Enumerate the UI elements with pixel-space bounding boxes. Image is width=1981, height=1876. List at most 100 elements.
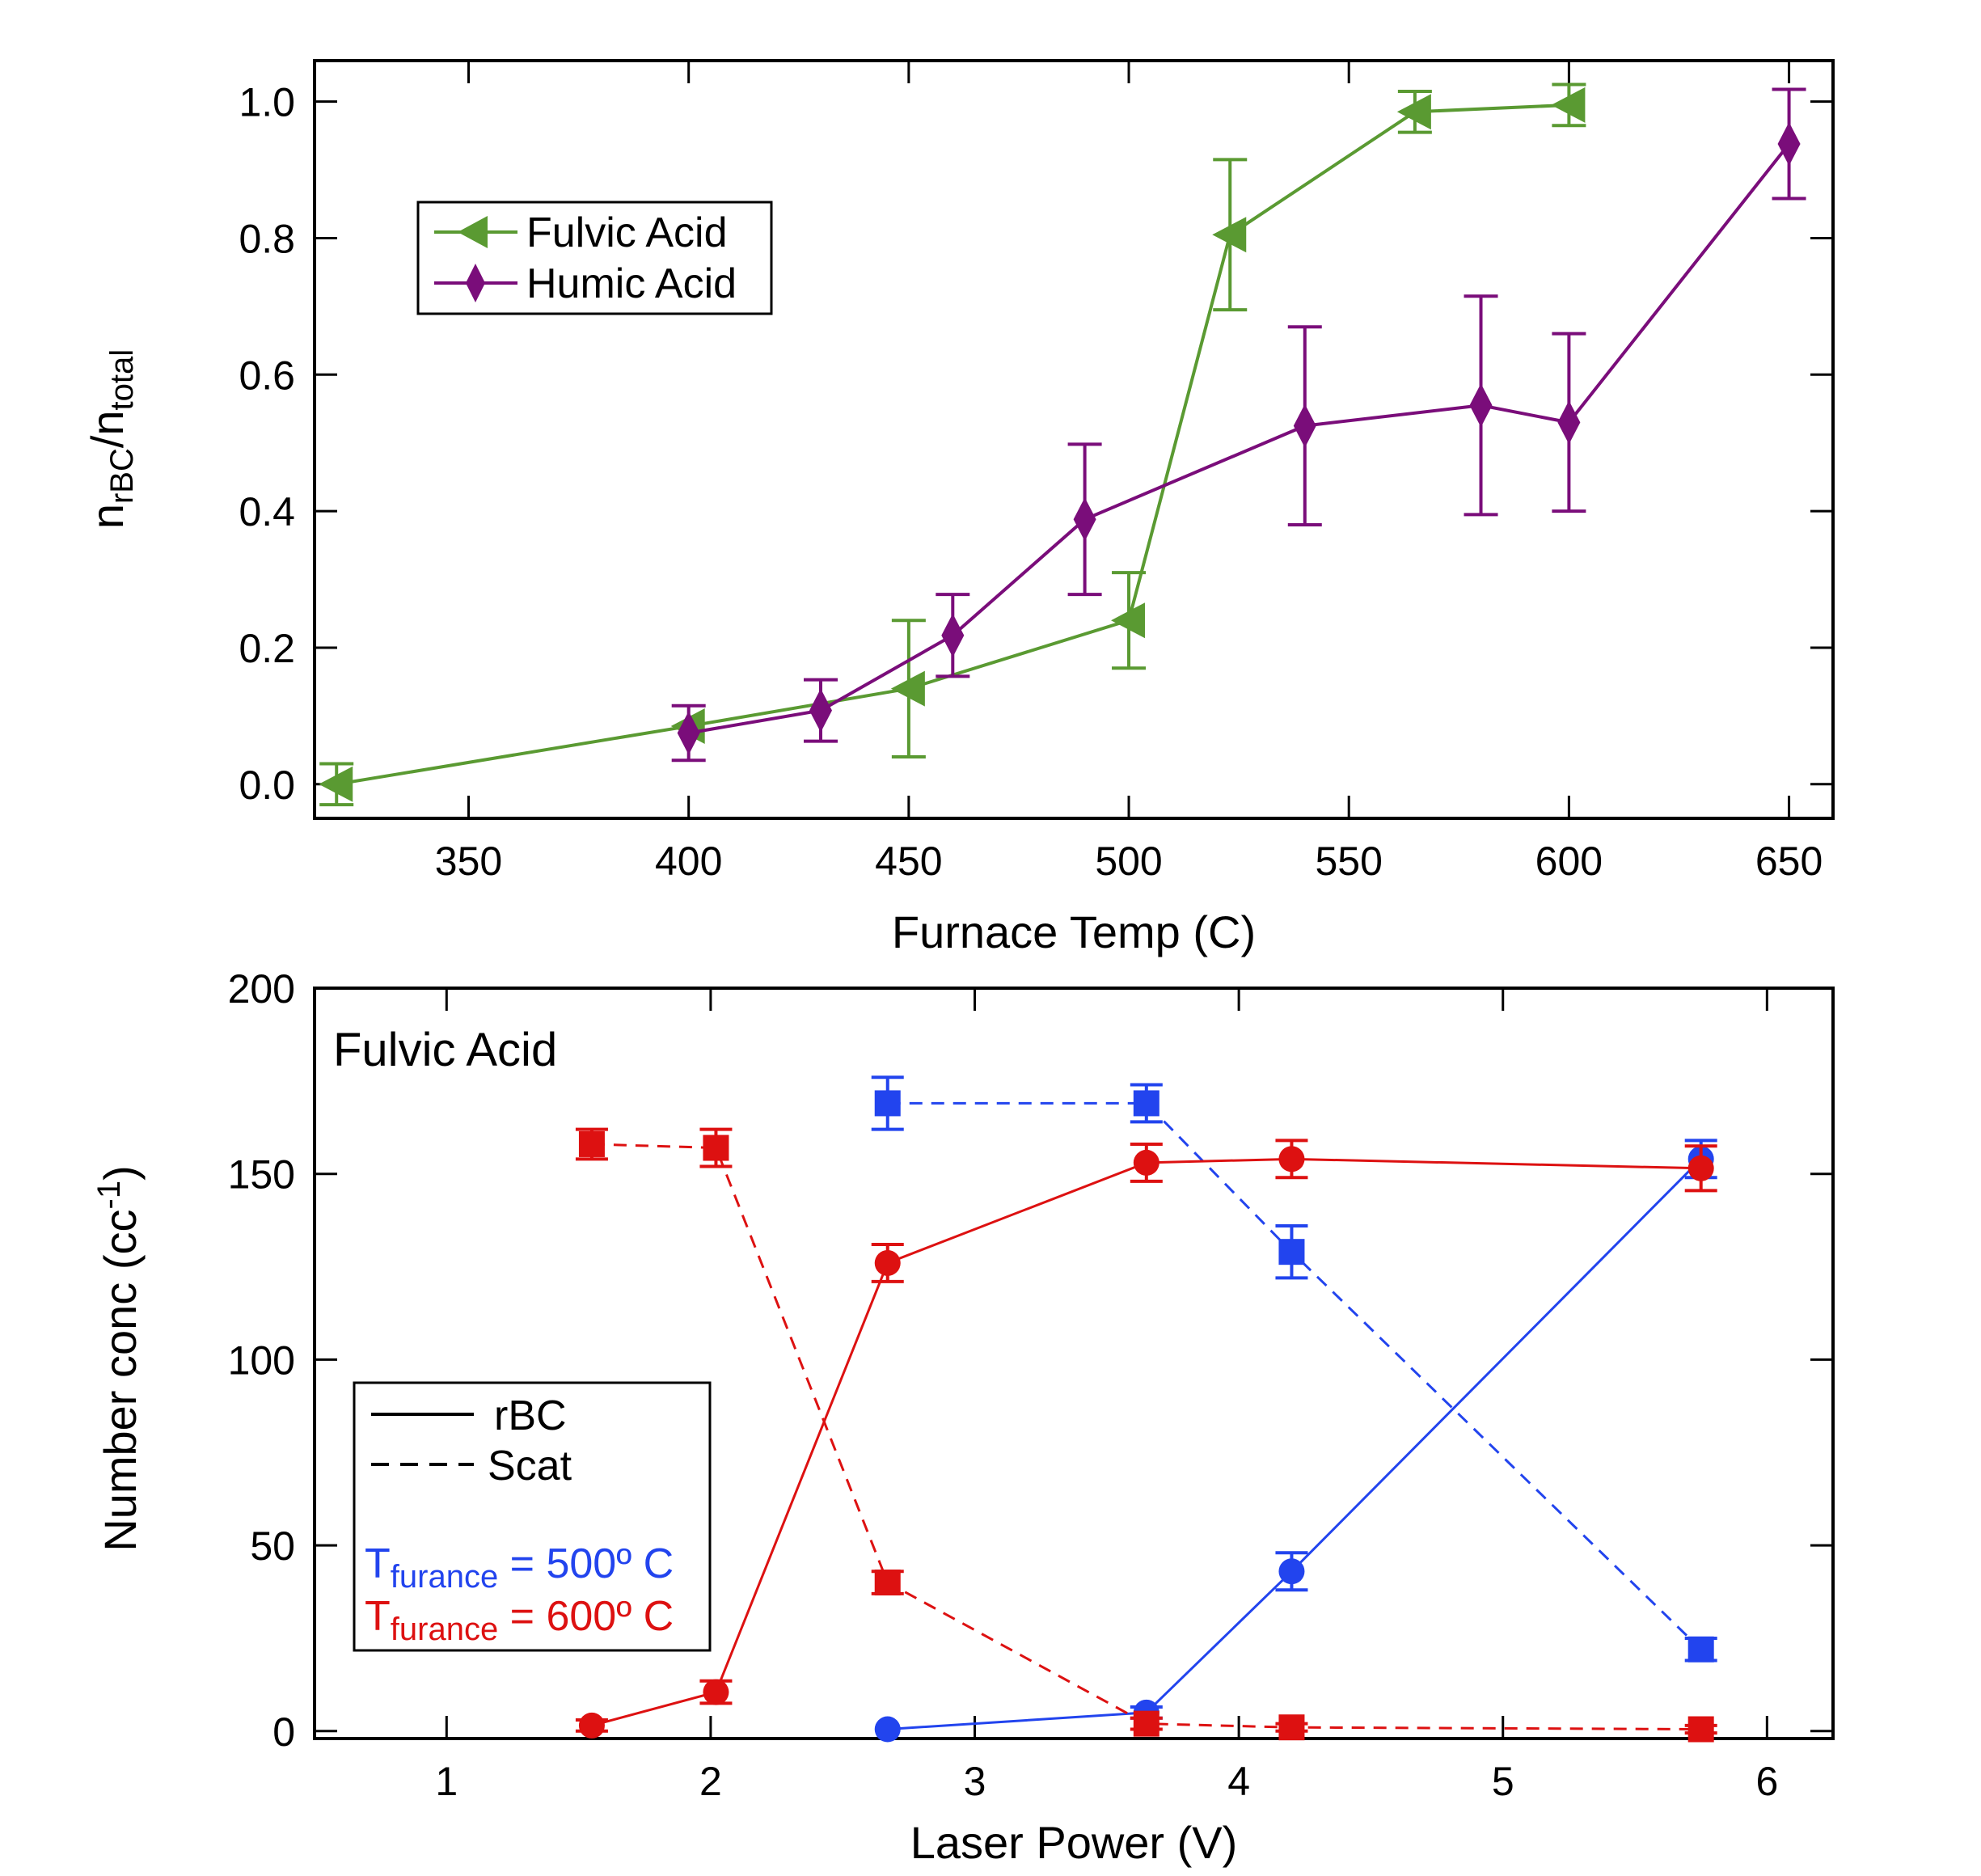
y2-title-sup: -1 [91, 1181, 127, 1210]
top-y-tick-label: 0.6 [239, 353, 295, 398]
top-x-tick-label: 650 [1755, 839, 1823, 884]
humic-acid-point [1469, 383, 1493, 428]
legend-temp-600-sub: furance [391, 1612, 498, 1647]
top-legend: Fulvic Acid Humic Acid [416, 201, 773, 315]
600-c-rbc-point [578, 1712, 605, 1739]
legend-temp-500: Tfurance = 500º C [365, 1540, 674, 1595]
bottom-x-tick-label: 1 [435, 1759, 458, 1804]
humic-acid-point [677, 711, 700, 755]
top-y-tick-label: 1.0 [239, 80, 295, 125]
top-y-axis-title: nrBC/ntotal [82, 349, 140, 529]
y-title-slash: /n [82, 410, 133, 448]
top-tick-labels: 350 400 450 500 550 600 650 0.0 0.2 0.4 0.6 0.8 1.0 [239, 80, 1823, 884]
top-x-tick-label: 450 [875, 839, 942, 884]
legend-temp-600-value: = 600º C [498, 1593, 674, 1640]
humic-acid-point [1557, 400, 1581, 445]
500-c-rbc-point [874, 1716, 901, 1743]
500-c-rbc-point [1278, 1558, 1305, 1585]
bottom-plot-frame [313, 987, 1835, 1740]
600-c-scat-point [578, 1130, 605, 1157]
bottom-y-tick-label: 150 [228, 1152, 295, 1198]
600-c-rbc-point [874, 1249, 901, 1276]
bottom-x-tick-label: 4 [1227, 1759, 1250, 1804]
top-y-tick-label: 0.4 [239, 489, 295, 534]
top-ticks [315, 61, 1833, 818]
legend-temp-500-value: = 500º C [498, 1540, 674, 1587]
y2-title-tail: ) [95, 1165, 146, 1181]
y-title-sub-total: total [104, 349, 140, 411]
bottom-legend-box [353, 1381, 712, 1652]
fulvic-acid-point [890, 670, 925, 707]
bottom-y-tick-label: 200 [228, 966, 295, 1012]
fulvic-acid-point [319, 766, 353, 802]
legend-temp-500-sub: furance [391, 1559, 498, 1595]
600-c-rbc-point [1278, 1146, 1305, 1172]
top-x-tick-label: 350 [435, 839, 502, 884]
legend-label-humic: Humic Acid [526, 260, 737, 307]
600-c-scat-point [1687, 1716, 1714, 1743]
500-c-scat-point [1278, 1239, 1305, 1265]
500-c-scat-point [1133, 1090, 1159, 1117]
600-c-scat-point [1278, 1714, 1305, 1741]
bottom-y-tick-label: 100 [228, 1337, 295, 1383]
legend-marker-fulvic [458, 216, 488, 248]
top-x-tick-label: 500 [1095, 839, 1162, 884]
humic-acid-point [1777, 121, 1801, 166]
humic-acid-series-line [688, 142, 1791, 735]
top-x-axis-title: Furnace Temp (C) [892, 906, 1256, 957]
y-title-sub-rbc: rBC [104, 448, 140, 504]
bottom-panel-title: Fulvic Acid [333, 1024, 557, 1076]
bottom-y-tick-label: 0 [272, 1709, 295, 1755]
600-c-scat-point [1133, 1710, 1159, 1737]
bottom-x-tick-label: 3 [964, 1759, 986, 1804]
600-c-rbc-point [1133, 1149, 1159, 1176]
bottom-x-axis-title: Laser Power (V) [910, 1817, 1238, 1868]
y2-title-main: Number conc (cc [95, 1210, 146, 1552]
top-y-tick-label: 0.0 [239, 763, 295, 808]
600-c-scat-series-line [591, 1143, 1701, 1731]
humic-acid-point [941, 613, 965, 657]
legend-temp-600: Tfurance = 600º C [365, 1593, 674, 1647]
top-x-tick-label: 550 [1315, 839, 1382, 884]
500-c-scat-series-line [887, 1101, 1702, 1650]
top-y-tick-label: 0.8 [239, 216, 295, 261]
bottom-x-tick-label: 2 [699, 1759, 722, 1804]
fulvic-acid-point [1111, 602, 1146, 639]
legend-temp-500-T: T [365, 1540, 391, 1587]
top-x-tick-label: 600 [1535, 839, 1603, 884]
legend-temp-600-T: T [365, 1593, 391, 1640]
top-y-tick-label: 0.2 [239, 626, 295, 671]
fulvic-acid-point [1551, 87, 1586, 123]
500-c-rbc-series-line [887, 1158, 1702, 1731]
bottom-data [575, 1075, 1717, 1743]
600-c-rbc-series-line [591, 1157, 1701, 1727]
legend-label-fulvic: Fulvic Acid [526, 209, 728, 256]
top-plot-frame [313, 59, 1835, 820]
500-c-scat-point [874, 1090, 901, 1117]
humic-acid-point [809, 688, 832, 733]
bottom-x-tick-label: 5 [1492, 1759, 1514, 1804]
fulvic-acid-point [1212, 217, 1247, 253]
bottom-chart-panel: 1 2 3 4 5 6 0 50 100 150 200 Fulvic Acid Laser Pow… [91, 966, 1835, 1868]
fulvic-acid-point [1396, 94, 1431, 130]
top-data [319, 82, 1806, 807]
bottom-y-axis-title: Number conc (cc-1) [91, 1165, 146, 1551]
bottom-legend: rBC Scat Tfurance = 500º C Tfurance = 60… [353, 1381, 712, 1652]
humic-acid-point [1073, 497, 1096, 542]
bottom-ticks [315, 987, 1833, 1739]
600-c-rbc-point [1687, 1155, 1714, 1181]
600-c-scat-point [874, 1570, 901, 1596]
top-x-tick-label: 400 [655, 839, 722, 884]
legend-marker-humic [466, 264, 485, 302]
y-title-n: n [82, 504, 133, 529]
bottom-x-tick-label: 6 [1755, 1759, 1778, 1804]
600-c-scat-point [703, 1134, 729, 1161]
600-c-rbc-point [703, 1679, 729, 1705]
500-c-scat-point [1687, 1636, 1714, 1663]
top-chart-panel: 350 400 450 500 550 600 6500.00.20.40.60.81.0 … [82, 59, 1835, 957]
legend-label-rbc: rBC [494, 1392, 567, 1439]
bottom-tick-labels: 1 2 3 4 5 6 0 50 100 150 200 [228, 966, 1779, 1804]
legend-label-scat: Scat [488, 1443, 572, 1489]
humic-acid-point [1293, 404, 1316, 448]
